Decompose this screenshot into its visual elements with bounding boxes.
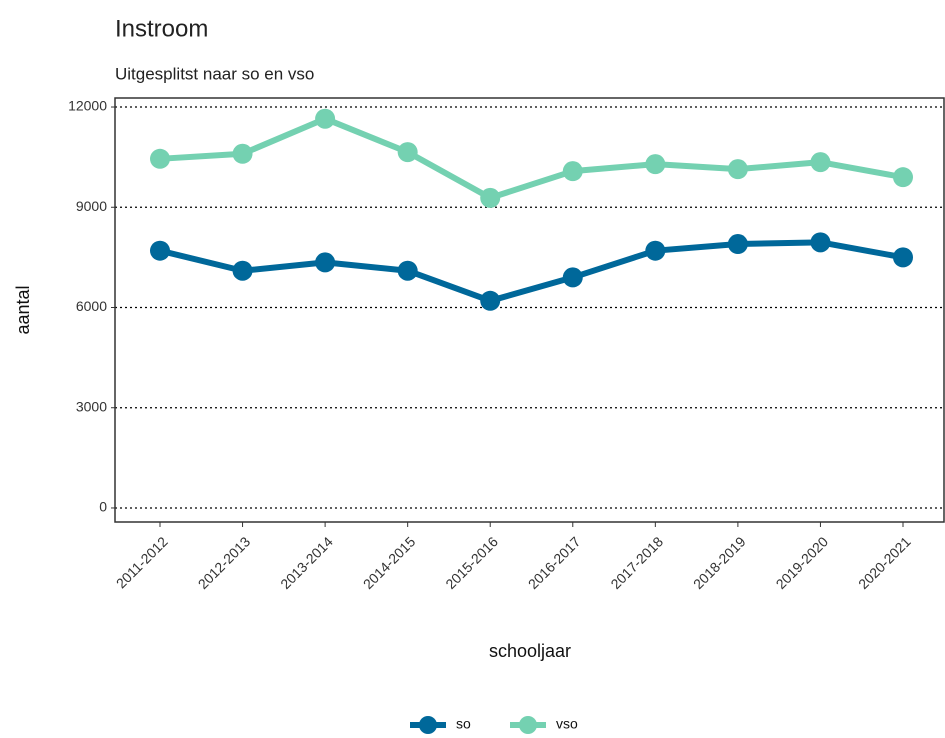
series-point: [562, 161, 583, 182]
series-point: [150, 240, 170, 261]
y-tick-label: 12000: [68, 98, 107, 114]
x-tick-label: 2017-2018: [607, 533, 666, 592]
y-tick-label: 0: [99, 499, 107, 515]
y-tick-label: 3000: [76, 398, 107, 414]
series-line: [159, 115, 904, 201]
series-point: [810, 152, 831, 173]
x-tick-label: 2015-2016: [442, 533, 501, 592]
legend-label: so: [456, 716, 471, 732]
legend-label: vso: [556, 716, 578, 732]
series-point: [232, 260, 253, 281]
y-tick-label: 6000: [76, 298, 107, 314]
x-tick-label: 2011-2012: [113, 533, 171, 591]
y-tick-label: 9000: [76, 198, 107, 214]
x-axis-title: schooljaar: [489, 641, 571, 661]
plot-border: [114, 97, 945, 523]
legend-point: [419, 716, 437, 734]
series-point: [397, 260, 418, 281]
series-point: [480, 187, 501, 208]
legend-point: [519, 716, 537, 734]
series-point: [893, 167, 913, 188]
y-axis-title: aantal: [13, 285, 33, 334]
series-point: [645, 240, 666, 261]
series-point: [562, 267, 583, 288]
series-point: [727, 234, 748, 255]
chart-title: Instroom: [115, 15, 208, 42]
series-point: [810, 232, 831, 253]
x-tick-label: 2012-2013: [195, 533, 254, 592]
series-point: [315, 108, 336, 129]
series-point: [480, 290, 501, 311]
x-tick-label: 2016-2017: [525, 533, 584, 592]
series-line: [159, 239, 904, 304]
series-point: [893, 247, 913, 268]
chart-subtitle: Uitgesplitst naar so en vso: [115, 64, 314, 83]
series-point: [645, 154, 666, 175]
series-point: [150, 148, 170, 169]
x-tick-label: 2013-2014: [277, 533, 336, 592]
x-tick-label: 2019-2020: [773, 533, 832, 592]
series-point: [315, 252, 336, 273]
series-point: [232, 143, 253, 164]
series-point: [397, 142, 418, 163]
x-tick-label: 2020-2021: [855, 533, 914, 592]
x-tick-label: 2018-2019: [690, 533, 749, 592]
x-tick-label: 2014-2015: [360, 533, 419, 592]
series-point: [727, 159, 748, 180]
